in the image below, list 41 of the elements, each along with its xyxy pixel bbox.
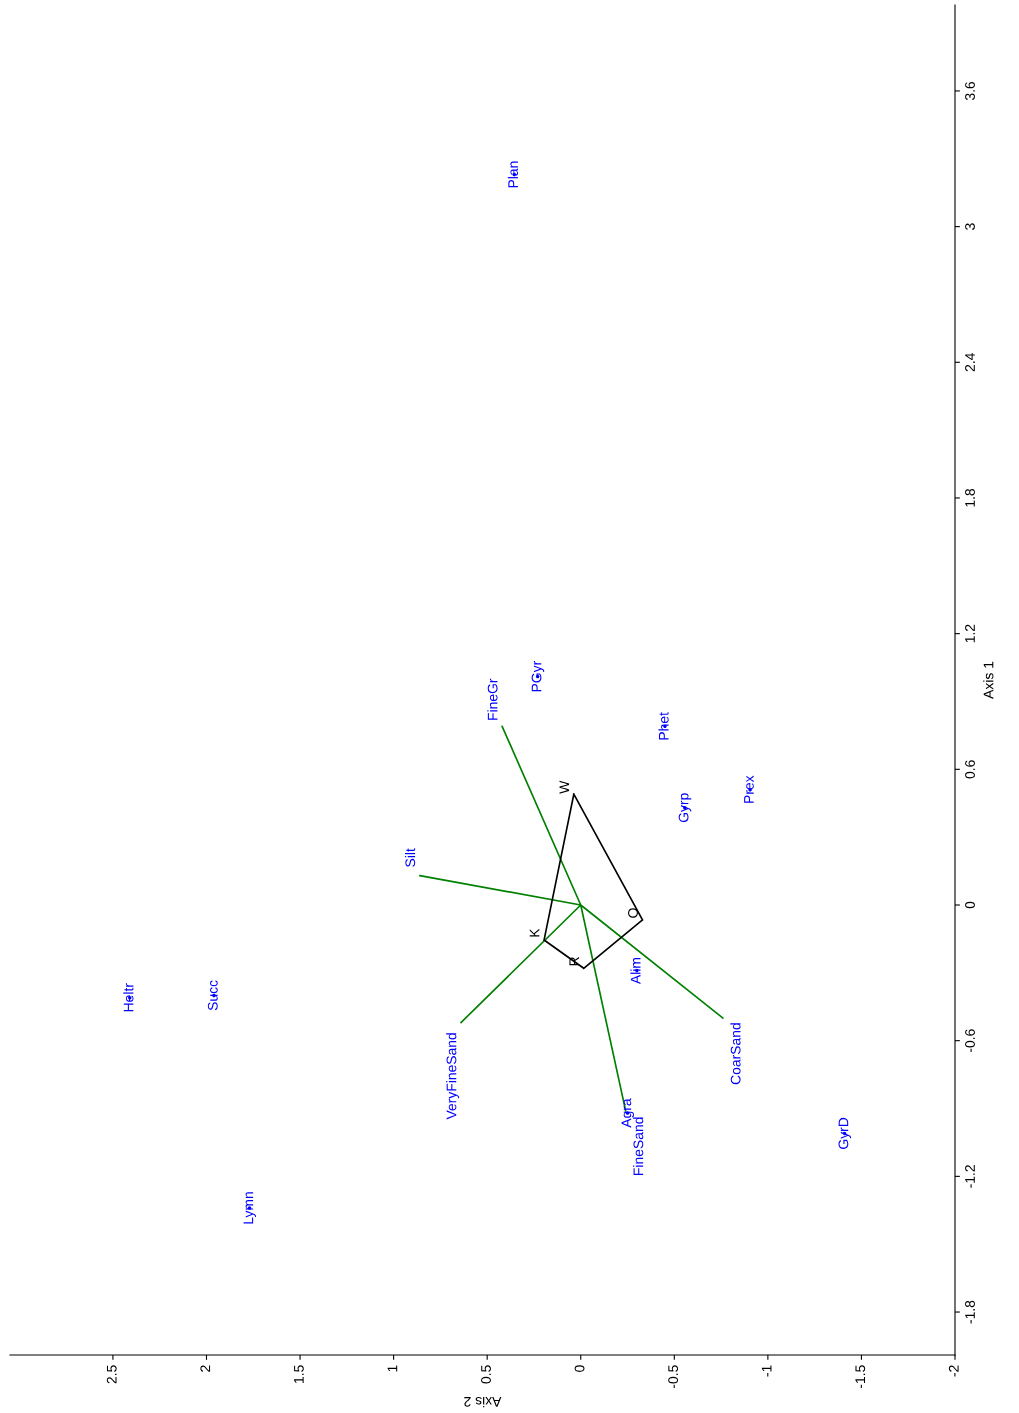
data-label: Lymn [243,1192,256,1224]
y-tick-label: 1.2 [965,624,975,643]
y-tick-label: -0.6 [965,1029,975,1053]
data-label: Phet [658,712,669,740]
y-tick-label: 1.8 [965,488,975,507]
data-label: Heltr [123,983,134,1012]
data-label: FineSand [633,1117,644,1175]
data-label: Succ [207,980,218,1011]
x-tick-label: -0.5 [668,1365,679,1389]
data-label: W [559,780,570,794]
data-label: GyrD [838,1117,852,1149]
y-tick-label: 0 [965,901,975,909]
data-label: FineGr [487,678,498,720]
x-tick-label: 1.5 [294,1365,304,1383]
y-tick-label: 3 [965,223,975,230]
data-label: PGyr [531,661,545,692]
y-tick-label: -1.2 [965,1165,975,1188]
x-tick-label: 2.5 [106,1365,117,1384]
x-tick-label: 1 [387,1365,398,1372]
data-label: Alim [630,957,641,985]
x-tick-label: -1 [761,1365,772,1377]
y-tick-label: -1.8 [965,1300,975,1324]
x-tick-label: 0.5 [481,1365,491,1384]
x-axis-title: Axis 2 [464,1396,502,1408]
x-tick-label: -2 [948,1365,959,1377]
data-label: O [628,908,638,918]
y-tick-label: 3.6 [965,81,975,101]
x-tick-label: 2 [200,1365,211,1372]
data-label: Agra [621,1098,634,1128]
x-tick-label: 0 [574,1365,585,1372]
data-label: Gyrp [678,793,692,823]
y-axis-title: Axis 1 [983,661,994,699]
y-tick-label: 2.4 [965,353,975,372]
data-label: Plan [507,161,519,188]
data-label: K [529,928,540,937]
y-tick-label: 0.6 [965,760,975,779]
data-label: Silt [405,848,416,867]
data-label: VeryFineSand [446,1033,460,1120]
x-tick-label: -1.5 [855,1365,866,1389]
data-label: CoarSand [730,1023,741,1085]
data-label: Prex [744,775,754,803]
